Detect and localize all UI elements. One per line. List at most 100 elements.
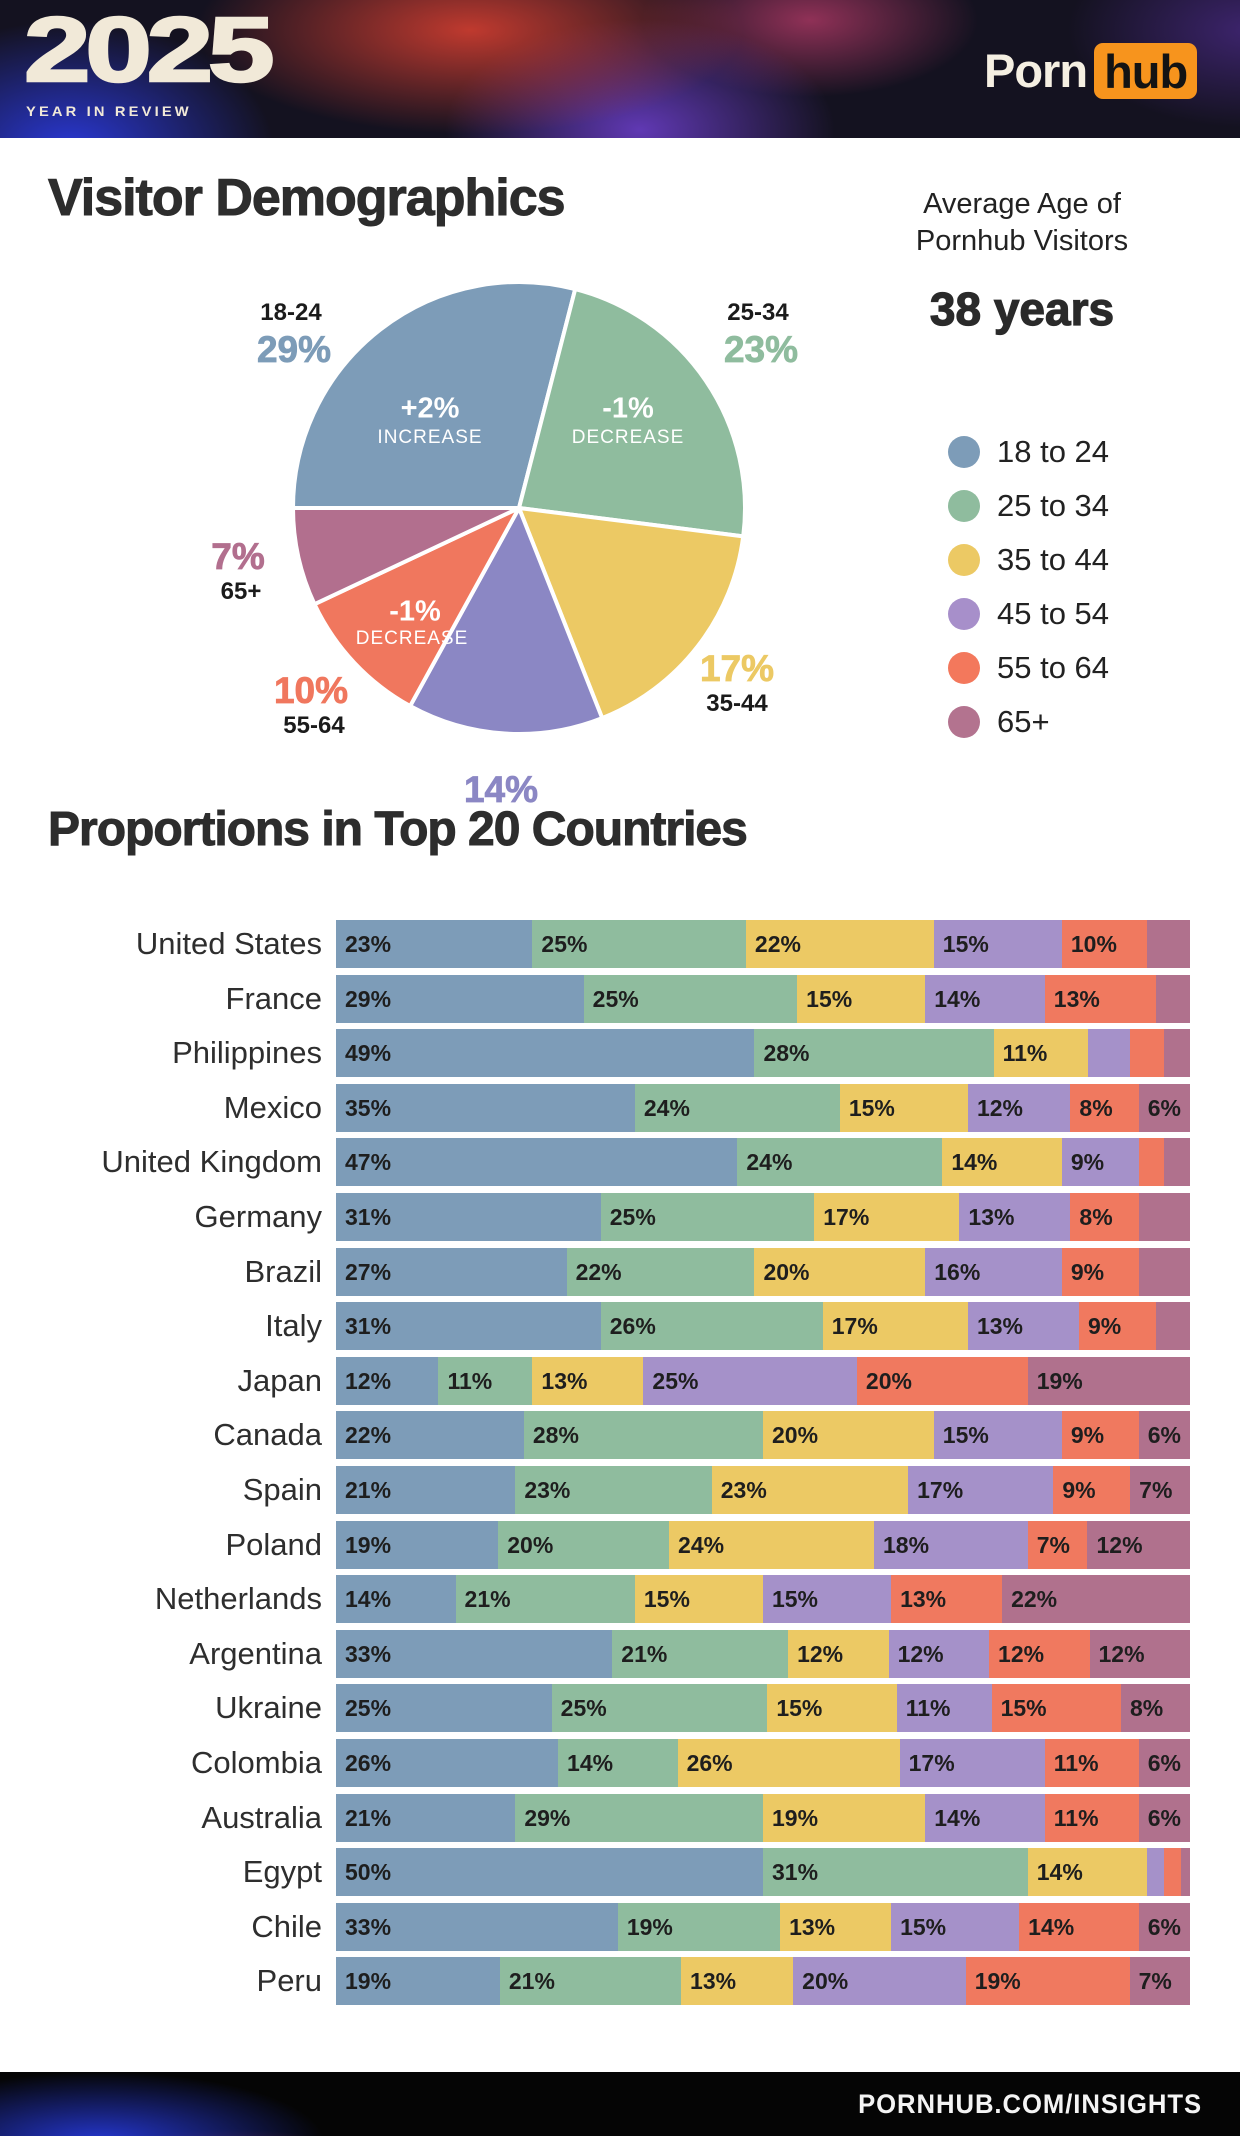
pie-slice-25-34: [517, 287, 747, 539]
bar-segment-65+: 19%: [1027, 1356, 1190, 1405]
country-stacked-bar: 25% 25% 15% 11% 15% 8%: [336, 1684, 1190, 1733]
country-stacked-bar: 33% 19% 13% 15% 14% 6%: [336, 1902, 1190, 1951]
bar-segment-value: 16%: [934, 1258, 981, 1285]
bar-segment-value: 19%: [771, 1804, 819, 1831]
country-stacked-bar: 19% 21% 13% 20% 19% 7%: [336, 1957, 1190, 2006]
country-stacked-bar: 21% 23% 23% 17% 9% 7%: [336, 1465, 1190, 1514]
bar-segment-value: 17%: [917, 1476, 964, 1503]
bar-segment-35-to-44: 13%: [681, 1957, 794, 2006]
country-stacked-bar-chart: United States 23% 25% 22% 15% 10% France 29% 25%…: [0, 920, 1240, 2012]
bar-segment-35-to-44: 14%: [942, 1138, 1062, 1187]
country-row-Peru: Peru 19% 21% 13% 20% 19% 7%: [0, 1957, 1240, 2006]
bar-segment-value: 13%: [900, 1586, 947, 1613]
bar-segment-18-to-24: 33%: [336, 1629, 613, 1678]
country-row-Chile: Chile 33% 19% 13% 15% 14% 6%: [0, 1902, 1240, 1951]
bar-segment-18-to-24: 25%: [336, 1684, 552, 1733]
bar-segment-55-to-64: 14%: [1019, 1902, 1139, 1951]
bar-segment-25-to-34: 26%: [600, 1302, 823, 1351]
bar-segment-35-to-44: 15%: [634, 1575, 763, 1624]
bar-segment-25-to-34: 29%: [515, 1793, 763, 1842]
country-row-Spain: Spain 21% 23% 23% 17% 9% 7%: [0, 1465, 1240, 1514]
bar-segment-value: 20%: [771, 1422, 819, 1449]
country-row-Japan: Japan 12% 11% 13% 25% 20% 19%: [0, 1356, 1240, 1405]
bar-segment-65+: 6%: [1138, 1738, 1190, 1787]
legend-item-18-to-24: 18 to 24: [948, 436, 1109, 468]
bar-segment-value: 20%: [865, 1367, 912, 1394]
bar-segment-65+: [1164, 1138, 1190, 1187]
country-stacked-bar: 29% 25% 15% 14% 13%: [336, 974, 1190, 1023]
bar-segment-45-to-54: 15%: [933, 920, 1062, 968]
section-title-top-20-countries: Proportions in Top 20 Countries: [48, 803, 749, 857]
logo-text-porn: Porn: [984, 44, 1088, 97]
bar-segment-18-to-24: 49%: [336, 1029, 755, 1078]
bar-segment-25-to-34: 23%: [515, 1465, 712, 1514]
bar-segment-value: 28%: [532, 1422, 579, 1449]
bar-segment-value: 7%: [1139, 1476, 1173, 1503]
bar-segment-18-to-24: 14%: [336, 1575, 456, 1624]
bar-segment-55-to-64: 12%: [989, 1629, 1090, 1678]
bar-segment-45-to-54: 16%: [925, 1247, 1062, 1296]
bar-segment-value: 6%: [1147, 1749, 1181, 1776]
bar-segment-35-to-44: 15%: [797, 974, 926, 1023]
bar-segment-55-to-64: 9%: [1078, 1302, 1156, 1351]
country-stacked-bar: 33% 21% 12% 12% 12% 12%: [336, 1629, 1190, 1678]
country-stacked-bar: 31% 26% 17% 13% 9%: [336, 1302, 1190, 1351]
bar-segment-value: 15%: [942, 931, 989, 957]
bar-segment-value: 19%: [974, 1968, 1021, 1995]
bar-segment-value: 6%: [1147, 1094, 1181, 1121]
legend-swatch-icon: [948, 490, 980, 522]
bar-segment-value: 20%: [802, 1968, 849, 1995]
bar-segment-35-to-44: 22%: [745, 920, 934, 968]
bar-segment-value: 9%: [1070, 1422, 1105, 1449]
bar-segment-25-to-34: 21%: [612, 1629, 789, 1678]
age-group-legend: 18 to 24 25 to 34 35 to 44 45 to 54 55 to 64…: [948, 436, 1109, 760]
country-label: Ukraine: [215, 1690, 322, 1726]
legend-label: 65+: [997, 704, 1050, 739]
year-in-review-tagline: YEAR IN REVIEW: [26, 103, 192, 119]
bar-segment-25-to-34: 21%: [455, 1575, 635, 1624]
bar-segment-45-to-54: 14%: [925, 1793, 1045, 1842]
bar-segment-55-to-64: 7%: [1027, 1520, 1088, 1569]
legend-label: 25 to 34: [997, 488, 1110, 523]
country-stacked-bar: 47% 24% 14% 9%: [336, 1138, 1190, 1187]
bar-segment-value: 19%: [626, 1913, 673, 1940]
bar-segment-value: 14%: [934, 1804, 981, 1831]
bar-segment-value: 22%: [575, 1258, 622, 1285]
bar-segment-18-to-24: 50%: [336, 1848, 763, 1897]
bar-segment-65+: [1155, 1302, 1190, 1351]
bar-segment-55-to-64: [1130, 1029, 1165, 1078]
bar-segment-35-to-44: 11%: [993, 1029, 1088, 1078]
bar-segment-35-to-44: 13%: [532, 1356, 644, 1405]
country-label: Colombia: [191, 1744, 322, 1780]
bar-segment-55-to-64: [1138, 1138, 1165, 1187]
bar-segment-value: 15%: [1000, 1695, 1047, 1722]
bar-segment-25-to-34: 25%: [600, 1192, 815, 1241]
bar-segment-value: 20%: [763, 1258, 810, 1285]
bar-segment-value: 25%: [560, 1695, 607, 1722]
bar-segment-25-to-34: 25%: [532, 920, 746, 968]
bar-segment-value: 29%: [345, 985, 392, 1012]
country-label: Poland: [225, 1526, 322, 1562]
footer-banner: PORNHUB.COM/INSIGHTS: [0, 2072, 1240, 2136]
legend-label: 55 to 64: [997, 650, 1110, 685]
bar-segment-value: 11%: [447, 1367, 493, 1394]
bar-segment-value: 15%: [776, 1695, 823, 1722]
country-row-Australia: Australia 21% 29% 19% 14% 11% 6%: [0, 1793, 1240, 1842]
bar-segment-18-to-24: 27%: [336, 1247, 567, 1296]
bar-segment-55-to-64: [1164, 1848, 1182, 1897]
country-row-Germany: Germany 31% 25% 17% 13% 8%: [0, 1192, 1240, 1241]
bar-segment-value: 15%: [771, 1586, 819, 1613]
bar-segment-25-to-34: 19%: [617, 1902, 781, 1951]
country-row-France: France 29% 25% 15% 14% 13%: [0, 974, 1240, 1023]
bar-segment-18-to-24: 33%: [336, 1902, 618, 1951]
bar-segment-45-to-54: [1147, 1848, 1165, 1897]
country-label: Italy: [265, 1308, 322, 1344]
country-stacked-bar: 19% 20% 24% 18% 7% 12%: [336, 1520, 1190, 1569]
bar-segment-value: 17%: [831, 1313, 878, 1340]
bar-segment-65+: 12%: [1089, 1629, 1190, 1678]
bar-segment-value: 15%: [900, 1913, 947, 1940]
bar-segment-value: 17%: [823, 1203, 870, 1230]
average-age-label-line2: Pornhub Visitors: [915, 225, 1129, 257]
legend-label: 45 to 54: [997, 596, 1110, 631]
bar-segment-55-to-64: 8%: [1070, 1192, 1139, 1241]
